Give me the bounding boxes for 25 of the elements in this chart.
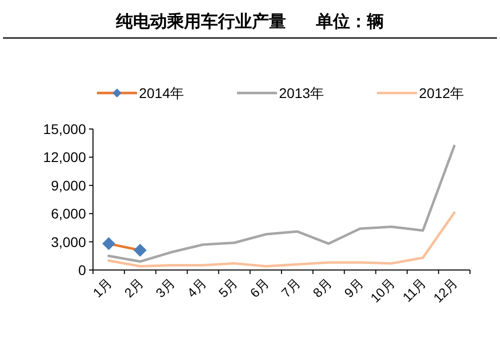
chart-title: 纯电动乘用车行业产量 [115,12,286,31]
y-tick-label: 15,000 [43,121,86,137]
x-tick-label: 3月 [152,276,178,300]
line-series [107,211,456,268]
legend-label: 2012年 [419,85,464,101]
x-tick-label: 8月 [310,276,335,300]
x-tick-label: 11月 [400,276,429,305]
x-tick-label: 4月 [184,276,210,300]
line-series [107,144,456,263]
y-tick-label: 9,000 [50,177,86,194]
legend-label: 2014年 [139,85,184,101]
x-tick-label: 2月 [121,276,146,300]
y-tick-label: 0 [78,262,86,278]
x-tick-label: 9月 [341,276,366,300]
x-tick-label: 6月 [247,276,272,300]
chart-subtitle: 单位：辆 [315,12,384,31]
y-tick-label: 3,000 [50,234,86,250]
x-tick-label: 7月 [278,276,304,300]
legend-label: 2013年 [279,85,324,101]
y-tick-label: 6,000 [50,206,86,222]
x-tick-label: 10月 [368,276,398,306]
y-tick-label: 12,000 [43,149,86,166]
x-tick-label: 5月 [216,276,240,300]
x-tick-label: 12月 [430,276,460,306]
x-tick-label: 1月 [90,276,115,300]
